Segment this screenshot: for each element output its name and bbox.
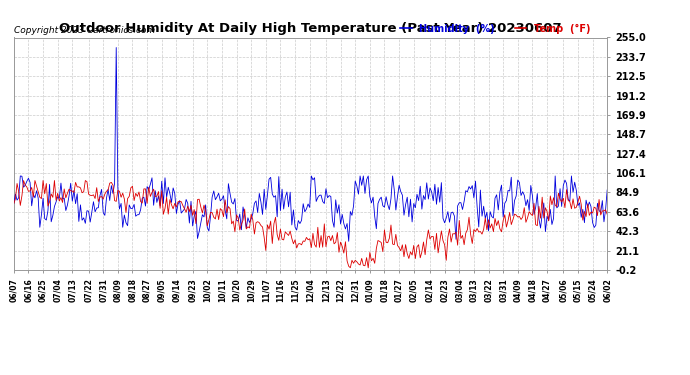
Legend: Humidity  (%), Temp  (°F): Humidity (%), Temp (°F) bbox=[400, 24, 591, 34]
Title: Outdoor Humidity At Daily High Temperature (Past Year) 20230607: Outdoor Humidity At Daily High Temperatu… bbox=[59, 22, 562, 35]
Text: Copyright 2023 Cartronics.com: Copyright 2023 Cartronics.com bbox=[14, 26, 155, 35]
